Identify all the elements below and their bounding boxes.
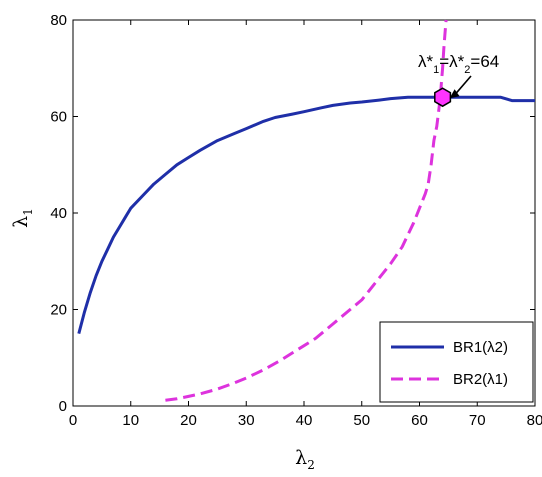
x-tick-label: 70 [469, 412, 486, 429]
legend-label-1: BR1(λ2) [453, 339, 508, 356]
equilibrium-marker [434, 87, 452, 108]
y-axis-label: λ1 [10, 208, 35, 228]
annotation-text-part: =64 [470, 52, 499, 71]
x-tick-label: 50 [353, 412, 370, 429]
annotation-text-part: λ* [418, 52, 434, 71]
y-axis-label-sub: 1 [21, 208, 35, 216]
y-tick-label: 60 [50, 109, 67, 126]
x-tick-label: 80 [527, 412, 542, 429]
y-tick-label: 0 [59, 398, 67, 415]
annotation-arrowhead [449, 89, 460, 99]
x-tick-label: 60 [411, 412, 428, 429]
x-axis-label: λ2 [295, 447, 315, 472]
x-tick-label: 30 [238, 412, 255, 429]
x-tick-label: 0 [69, 412, 77, 429]
x-axis-label-base: λ [295, 447, 307, 469]
legend-label-2: BR2(λ1) [453, 371, 508, 388]
legend-box [379, 321, 534, 403]
equilibrium-annotation-text: λ*1=λ*2=64 [418, 52, 499, 76]
x-tick-label: 10 [122, 412, 139, 429]
annotation-text-part: =λ* [439, 52, 464, 71]
y-tick-label: 40 [50, 205, 67, 222]
y-tick-label: 20 [50, 302, 67, 319]
legend: BR1(λ2) BR2(λ1) [379, 321, 534, 403]
x-tick-label: 20 [180, 412, 197, 429]
y-tick-label: 80 [50, 12, 67, 29]
equilibrium-annotation: λ*1=λ*2=64 [418, 52, 499, 99]
marker-layer [434, 87, 452, 108]
x-axis-label-sub: 2 [307, 458, 315, 472]
annotation-subscript: 1 [433, 64, 439, 76]
annotation-subscript: 2 [464, 64, 470, 76]
y-axis-label-base: λ [10, 216, 32, 228]
ticks: 0 10 20 30 40 50 60 70 80 0 20 40 60 80 [50, 12, 542, 429]
series-line-2 [165, 19, 448, 402]
x-tick-label: 40 [296, 412, 313, 429]
